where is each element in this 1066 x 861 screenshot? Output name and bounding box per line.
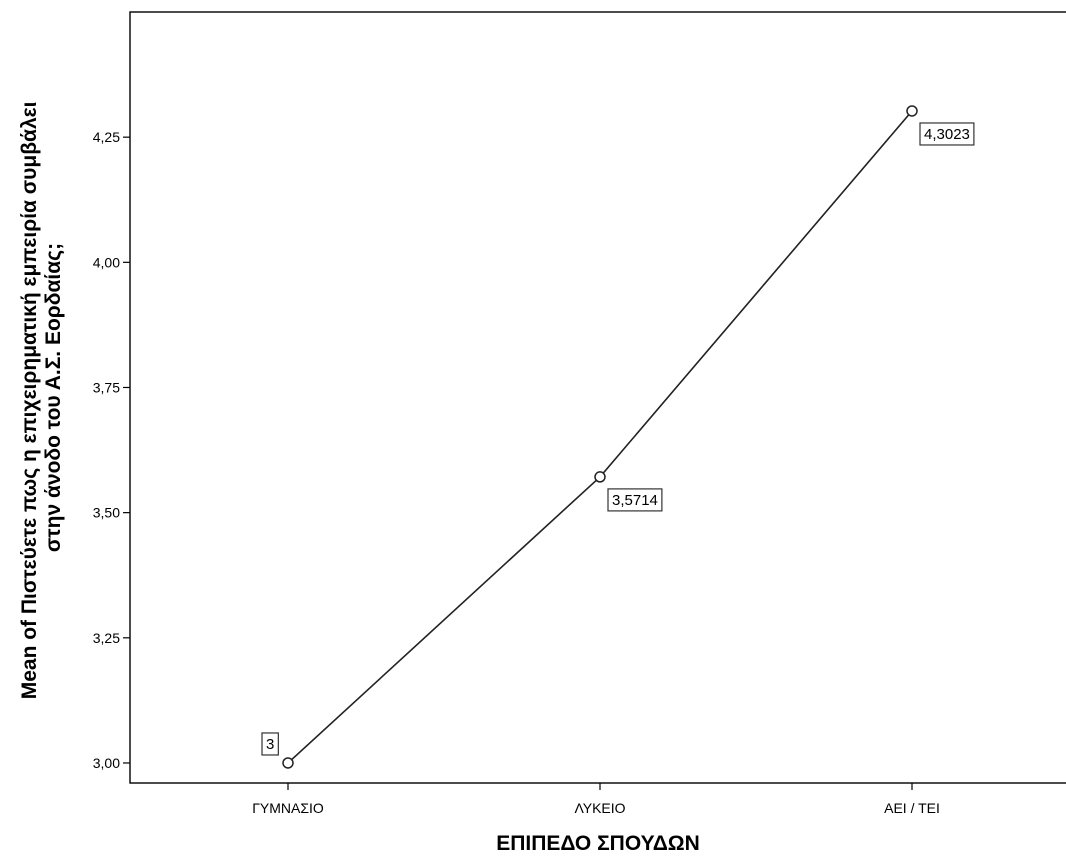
y-tick-label: 4,25 bbox=[93, 129, 120, 145]
y-tick-label: 4,00 bbox=[93, 254, 120, 270]
data-label: 4,3023 bbox=[919, 122, 975, 146]
x-tick-label: ΑΕΙ / ΤΕΙ bbox=[884, 800, 940, 816]
data-label-text: 3 bbox=[266, 736, 274, 753]
data-label-text: 3,5714 bbox=[612, 492, 658, 509]
data-label: 3 bbox=[261, 732, 279, 756]
data-label-text: 4,3023 bbox=[924, 126, 970, 143]
y-tick-label: 3,75 bbox=[93, 379, 120, 395]
data-point-marker bbox=[282, 757, 294, 769]
y-axis-title-line-2: στην άνοδο του Α.Σ. Εορδαίας; bbox=[42, 243, 65, 552]
y-tick-label: 3,50 bbox=[93, 505, 120, 521]
data-labels-group: 3 3,5714 4,3023 bbox=[261, 122, 975, 756]
y-axis-title: Mean of Πιστεύετε πως η επιχειρηματική ε… bbox=[18, 96, 65, 700]
y-tick-label: 3,25 bbox=[93, 630, 120, 646]
data-label-box bbox=[607, 488, 663, 512]
y-axis: 3,00 3,25 3,50 3,75 4,00 4,25 bbox=[93, 129, 130, 771]
y-tick-label: 3,00 bbox=[93, 755, 120, 771]
x-axis: ΓΥΜΝΑΣΙΟ ΛΥΚΕΙΟ ΑΕΙ / ΤΕΙ bbox=[252, 783, 940, 816]
x-axis-title: ΕΠΙΠΕΔΟ ΣΠΟΥΔΩΝ bbox=[496, 832, 700, 855]
x-tick-label: ΓΥΜΝΑΣΙΟ bbox=[252, 800, 324, 816]
y-axis-title-line-1: Mean of Πιστεύετε πως η επιχειρηματική ε… bbox=[18, 101, 41, 699]
series-line-group bbox=[282, 105, 918, 769]
data-point-marker bbox=[906, 105, 918, 117]
series-line bbox=[287, 110, 913, 764]
plot-area-frame bbox=[129, 11, 1066, 784]
data-label: 3,5714 bbox=[607, 488, 663, 512]
data-label-box bbox=[261, 732, 279, 756]
x-tick-label: ΛΥΚΕΙΟ bbox=[574, 800, 625, 816]
data-point-marker bbox=[594, 471, 606, 483]
data-label-box bbox=[919, 122, 975, 146]
